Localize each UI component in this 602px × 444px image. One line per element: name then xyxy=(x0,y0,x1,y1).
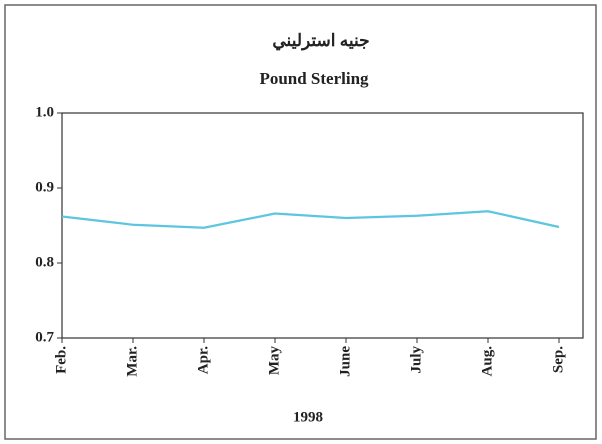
y-tick-label: 0.8 xyxy=(35,254,54,270)
x-tick-label: May xyxy=(266,346,282,376)
x-tick-label: Feb. xyxy=(53,346,69,374)
chart-subtitle: Pound Sterling xyxy=(259,69,369,88)
frame xyxy=(4,4,597,440)
x-tick-label: Aug. xyxy=(479,346,495,377)
x-tick-label: Mar. xyxy=(124,346,140,377)
y-tick-label: 1.0 xyxy=(35,104,54,120)
y-tick-label: 0.9 xyxy=(35,179,54,195)
x-tick-label: Sep. xyxy=(550,346,566,373)
x-tick-label: June xyxy=(337,346,353,377)
plot-area xyxy=(61,112,584,339)
y-tick-label: 0.7 xyxy=(35,329,54,345)
chart-title: جنيه استرليني xyxy=(272,31,369,51)
data-line xyxy=(61,210,560,229)
x-tick-label: Apr. xyxy=(195,346,211,374)
x-axis-label: 1998 xyxy=(293,409,323,425)
x-tick-label: July xyxy=(408,346,424,374)
